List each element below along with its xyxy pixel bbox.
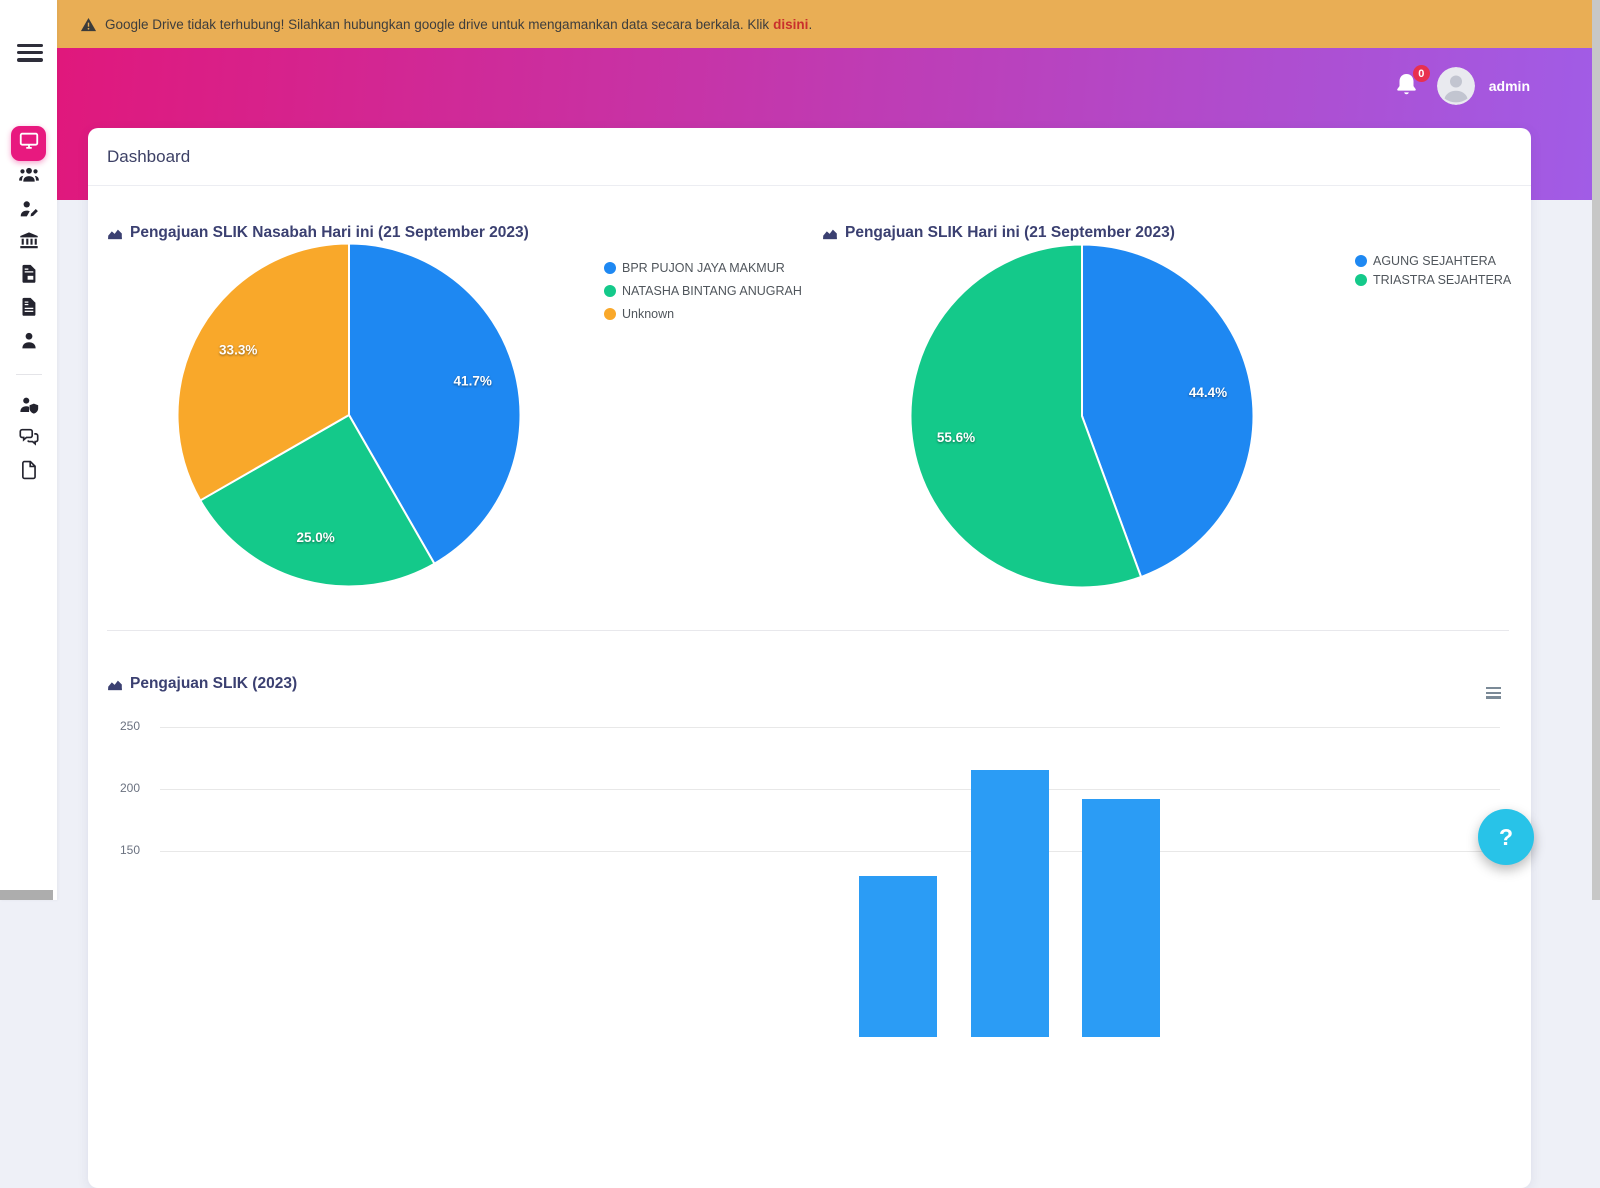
sidebar-item-dashboard[interactable]	[11, 126, 46, 161]
legend-marker	[604, 261, 616, 274]
legend-item[interactable]: TRIASTRA SEJAHTERA	[1355, 271, 1511, 291]
sidebar-item-file-invoice[interactable]	[0, 263, 57, 290]
bar	[1082, 798, 1161, 1037]
user-edit-icon	[18, 198, 40, 225]
file-invoice-icon	[18, 263, 40, 290]
bar-gridline	[160, 789, 1500, 790]
pie-slice	[1081, 243, 1255, 579]
avatar[interactable]	[1436, 67, 1475, 105]
users-icon	[18, 164, 40, 191]
bar-chart-toolbar-menu-icon[interactable]	[1486, 687, 1502, 701]
pie-data-label: 25.0%	[296, 530, 334, 545]
legend-item[interactable]: Unknown	[604, 302, 802, 325]
y-axis-tick-label: 150	[119, 843, 140, 857]
pie-slice	[909, 243, 1143, 589]
sidebar-item-file-contract[interactable]	[0, 296, 57, 323]
pie-data-label: 41.7%	[454, 374, 492, 389]
help-button[interactable]: ?	[1478, 809, 1534, 865]
bar	[970, 770, 1049, 1037]
sidebar-item-file[interactable]	[0, 459, 57, 486]
comments-icon	[18, 426, 40, 453]
header-right-controls: 0 admin	[57, 48, 1592, 124]
user-shield-icon	[18, 394, 40, 421]
monitor-dashboard-icon	[18, 130, 40, 157]
banner-message: Google Drive tidak terhubung! Silahkan h…	[105, 16, 770, 32]
legend-marker	[1355, 254, 1367, 267]
file-blank-icon	[18, 459, 40, 486]
banner-link-disini[interactable]: disini	[773, 16, 809, 32]
chart-area-icon	[108, 229, 122, 239]
legend-label: NATASHA BINTANG ANUGRAH	[622, 283, 802, 298]
sidebar-item-user-edit[interactable]	[0, 198, 57, 225]
y-axis-tick-label: 250	[119, 719, 140, 733]
horizontal-scrollbar-thumb[interactable]	[0, 890, 53, 900]
file-contract-icon	[18, 296, 40, 323]
pie-chart-1: 41.7% 25.0% 33.3%	[176, 242, 522, 588]
legend-marker	[604, 284, 616, 297]
sidebar	[0, 0, 57, 900]
pie-data-label: 33.3%	[219, 342, 257, 357]
notification-count-badge: 0	[1412, 65, 1430, 82]
pie-slice	[348, 242, 522, 566]
section-divider	[107, 630, 1509, 631]
sidebar-item-users[interactable]	[0, 164, 57, 191]
bank-icon	[18, 230, 40, 257]
legend-label: TRIASTRA SEJAHTERA	[1373, 273, 1512, 288]
legend-item[interactable]: BPR PUJON JAYA MAKMUR	[604, 256, 802, 279]
dashboard-card: Dashboard Pengajuan SLIK Nasabah Hari in…	[88, 128, 1531, 1188]
bar-gridline	[160, 851, 1500, 852]
page-title: Dashboard	[88, 128, 1531, 186]
legend-marker	[604, 307, 616, 320]
pie-legend-1: BPR PUJON JAYA MAKMUR NATASHA BINTANG ANU…	[604, 256, 802, 325]
chart-area-icon	[108, 680, 122, 690]
legend-item[interactable]: AGUNG SEJAHTERA	[1355, 251, 1511, 271]
username-label[interactable]: admin	[1488, 78, 1530, 94]
legend-item[interactable]: NATASHA BINTANG ANUGRAH	[604, 279, 802, 302]
banner-suffix: .	[808, 16, 813, 32]
sidebar-item-user[interactable]	[0, 330, 57, 357]
sidebar-item-comments[interactable]	[0, 426, 57, 453]
sidebar-item-user-shield[interactable]	[0, 394, 57, 421]
pie1-title: Pengajuan SLIK Nasabah Hari ini (21 Sept…	[107, 224, 529, 242]
pie-legend-2: AGUNG SEJAHTERA TRIASTRA SEJAHTERA	[1355, 251, 1511, 290]
pie-chart-2: 44.4% 55.6%	[909, 243, 1255, 589]
bar-gridline	[160, 727, 1500, 728]
bell-icon	[1396, 73, 1416, 95]
legend-marker	[1355, 274, 1367, 287]
pie-data-label: 44.4%	[1189, 385, 1227, 400]
vertical-scrollbar[interactable]	[1592, 0, 1600, 900]
legend-label: Unknown	[622, 306, 675, 321]
y-axis-tick-label: 200	[119, 781, 140, 795]
pie2-title: Pengajuan SLIK Hari ini (21 September 20…	[822, 224, 1175, 242]
warning-triangle-icon	[80, 17, 97, 31]
notifications-button[interactable]: 0	[1393, 65, 1430, 101]
legend-label: BPR PUJON JAYA MAKMUR	[622, 260, 785, 275]
pie-slice	[176, 242, 350, 502]
hamburger-menu-icon[interactable]	[17, 44, 43, 64]
pie-data-label: 55.6%	[937, 430, 975, 445]
bar-chart-title: Pengajuan SLIK (2023)	[107, 675, 297, 693]
sidebar-item-bank[interactable]	[0, 230, 57, 257]
legend-label: AGUNG SEJAHTERA	[1373, 253, 1496, 268]
pie-slice	[198, 413, 436, 588]
chart-area-icon	[823, 229, 837, 239]
user-icon	[18, 330, 40, 357]
sidebar-divider	[16, 374, 42, 375]
google-drive-warning-banner: Google Drive tidak terhubung! Silahkan h…	[57, 0, 1592, 48]
